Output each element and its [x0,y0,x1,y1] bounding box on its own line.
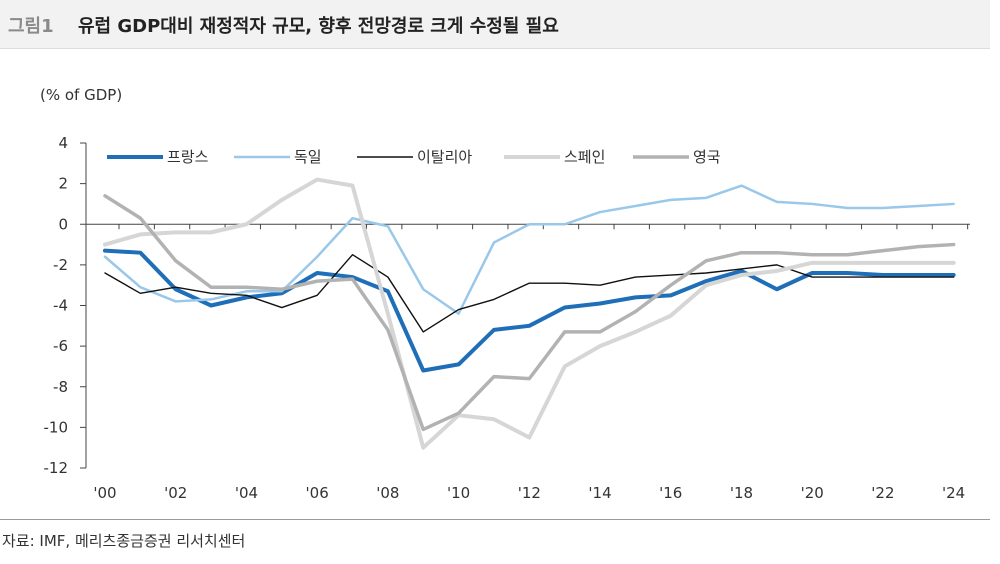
footer-divider [0,519,990,520]
x-tick-label: '00 [93,484,116,502]
series-line-영국 [103,194,956,432]
figure-number: 그림1 [8,16,54,37]
title-bar: 그림1 유럽 GDP대비 재정적자 규모, 향후 전망경로 크게 수정될 필요 [0,0,990,49]
legend-label: 프랑스 [167,148,209,166]
legend-label: 독일 [294,148,322,166]
x-tick-label: '10 [447,484,470,502]
y-tick-label: -6 [53,337,68,355]
chart-legend: 프랑스 독일 이탈리아 스페인 영국 [107,148,721,166]
chart-title: 유럽 GDP대비 재정적자 규모, 향후 전망경로 크게 수정될 필요 [78,16,559,37]
chart-series [103,177,956,450]
legend-label: 영국 [693,148,721,166]
x-tick-label: '14 [588,484,611,502]
series-line-독일 [103,184,955,315]
x-tick-label: '22 [871,484,894,502]
series-line-스페인 [103,177,956,450]
x-tick-label: '24 [942,484,965,502]
legend-label: 이탈리아 [417,148,472,166]
x-tick-label: '02 [164,484,187,502]
x-tick-label: '16 [659,484,682,502]
x-tick-label: '06 [306,484,329,502]
x-tick-label: '08 [376,484,399,502]
x-tick-label: '12 [518,484,541,502]
y-tick-label: -8 [53,378,68,396]
y-tick-label: -2 [53,256,68,274]
y-tick-label: -4 [53,297,68,315]
y-axis-unit-label: (% of GDP) [40,86,123,104]
legend-label: 스페인 [564,148,605,166]
chart-axes: 4 2 0 -2 -4 -6 -8 -10 -12 '00 '02 '04 '06 '08 '10 '12 '1… [44,134,970,502]
y-tick-label: 4 [58,134,68,152]
x-tick-label: '04 [235,484,258,502]
series-line-프랑스 [103,248,956,373]
y-tick-label: 0 [58,215,68,233]
y-tick-label: -10 [44,418,69,436]
x-tick-label: '18 [730,484,753,502]
x-tick-label: '20 [801,484,824,502]
series-line-이탈리아 [104,254,955,333]
source-note: 자료: IMF, 메리츠종금증권 리서치센터 [2,532,246,550]
y-tick-label: -12 [44,459,69,477]
y-tick-label: 2 [58,175,68,193]
